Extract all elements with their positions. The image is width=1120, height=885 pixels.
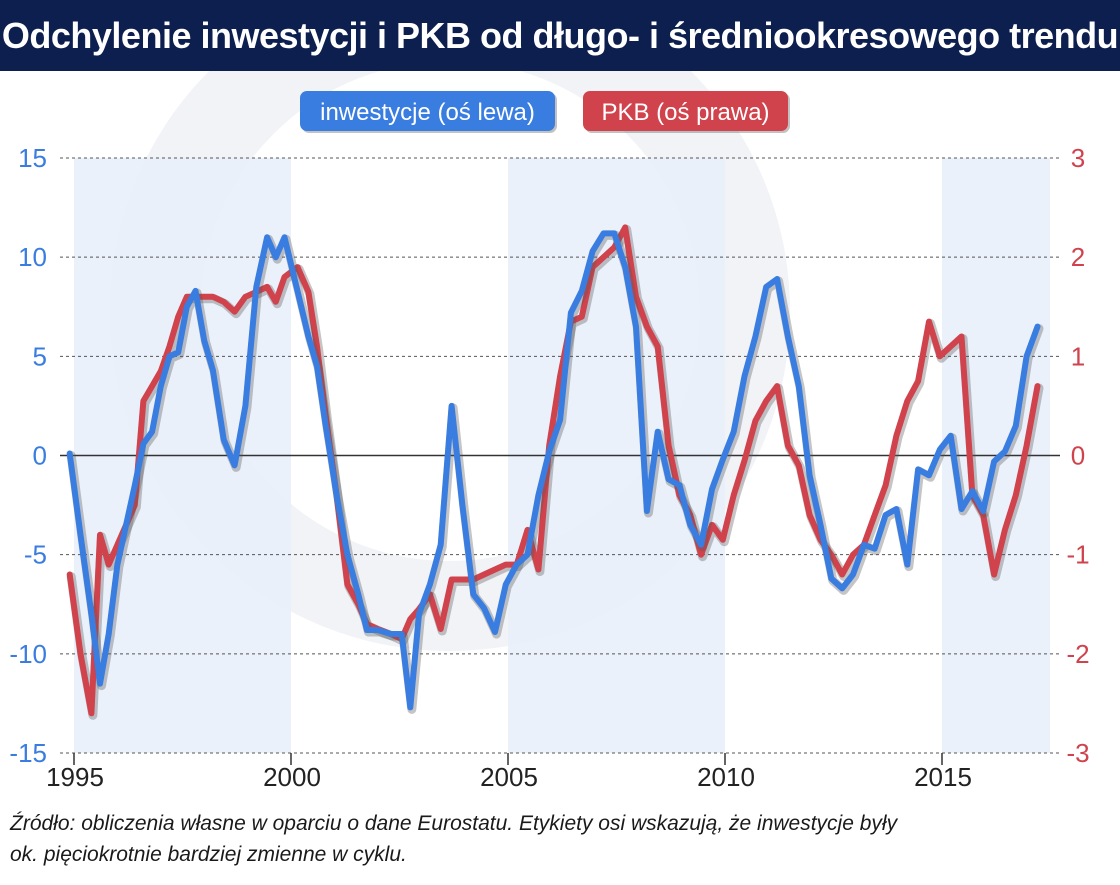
series-line-inwestycje (66, 230, 1041, 711)
x-tick-label: 2000 (263, 762, 321, 792)
left-tick-label: -10 (9, 639, 47, 669)
source-line-1: Źródło: obliczenia własne w oparciu o da… (10, 812, 898, 835)
left-tick-label: 0 (33, 441, 47, 471)
right-tick-label: 2 (1071, 242, 1085, 272)
x-tick-label: 2005 (480, 762, 538, 792)
legend-inwestycje (300, 91, 555, 131)
left-tick-label: -15 (9, 738, 47, 768)
right-tick-label: 0 (1071, 441, 1085, 471)
source-note: Źródło: obliczenia własne w oparciu o da… (10, 808, 1110, 870)
right-tick-label: -2 (1066, 639, 1089, 669)
title-bar: Odchylenie inwestycji i PKB od długo- i … (0, 0, 1120, 71)
left-tick-label: 10 (18, 242, 47, 272)
left-tick-label: 5 (33, 341, 47, 371)
chart-title: Odchylenie inwestycji i PKB od długo- i … (1, 15, 1119, 56)
x-tick-label: 2015 (914, 762, 972, 792)
left-tick-label: -5 (24, 540, 47, 570)
right-tick-label: 3 (1071, 143, 1085, 173)
right-tick-label: -3 (1066, 738, 1089, 768)
left-tick-label: 15 (18, 143, 47, 173)
x-tick-label: 2010 (697, 762, 755, 792)
right-tick-label: 1 (1071, 341, 1085, 371)
legend-pkb-label: PKB (oś prawa) (601, 99, 769, 126)
x-tick-label: 1995 (46, 762, 104, 792)
series-line-pkb (66, 224, 1041, 717)
right-tick-label: -1 (1066, 540, 1089, 570)
legend-pkb (583, 91, 788, 131)
source-line-2: ok. pięciokrotnie bardziej zmienne w cyk… (10, 843, 407, 866)
legend-inwestycje-label: inwestycje (oś lewa) (320, 99, 535, 126)
